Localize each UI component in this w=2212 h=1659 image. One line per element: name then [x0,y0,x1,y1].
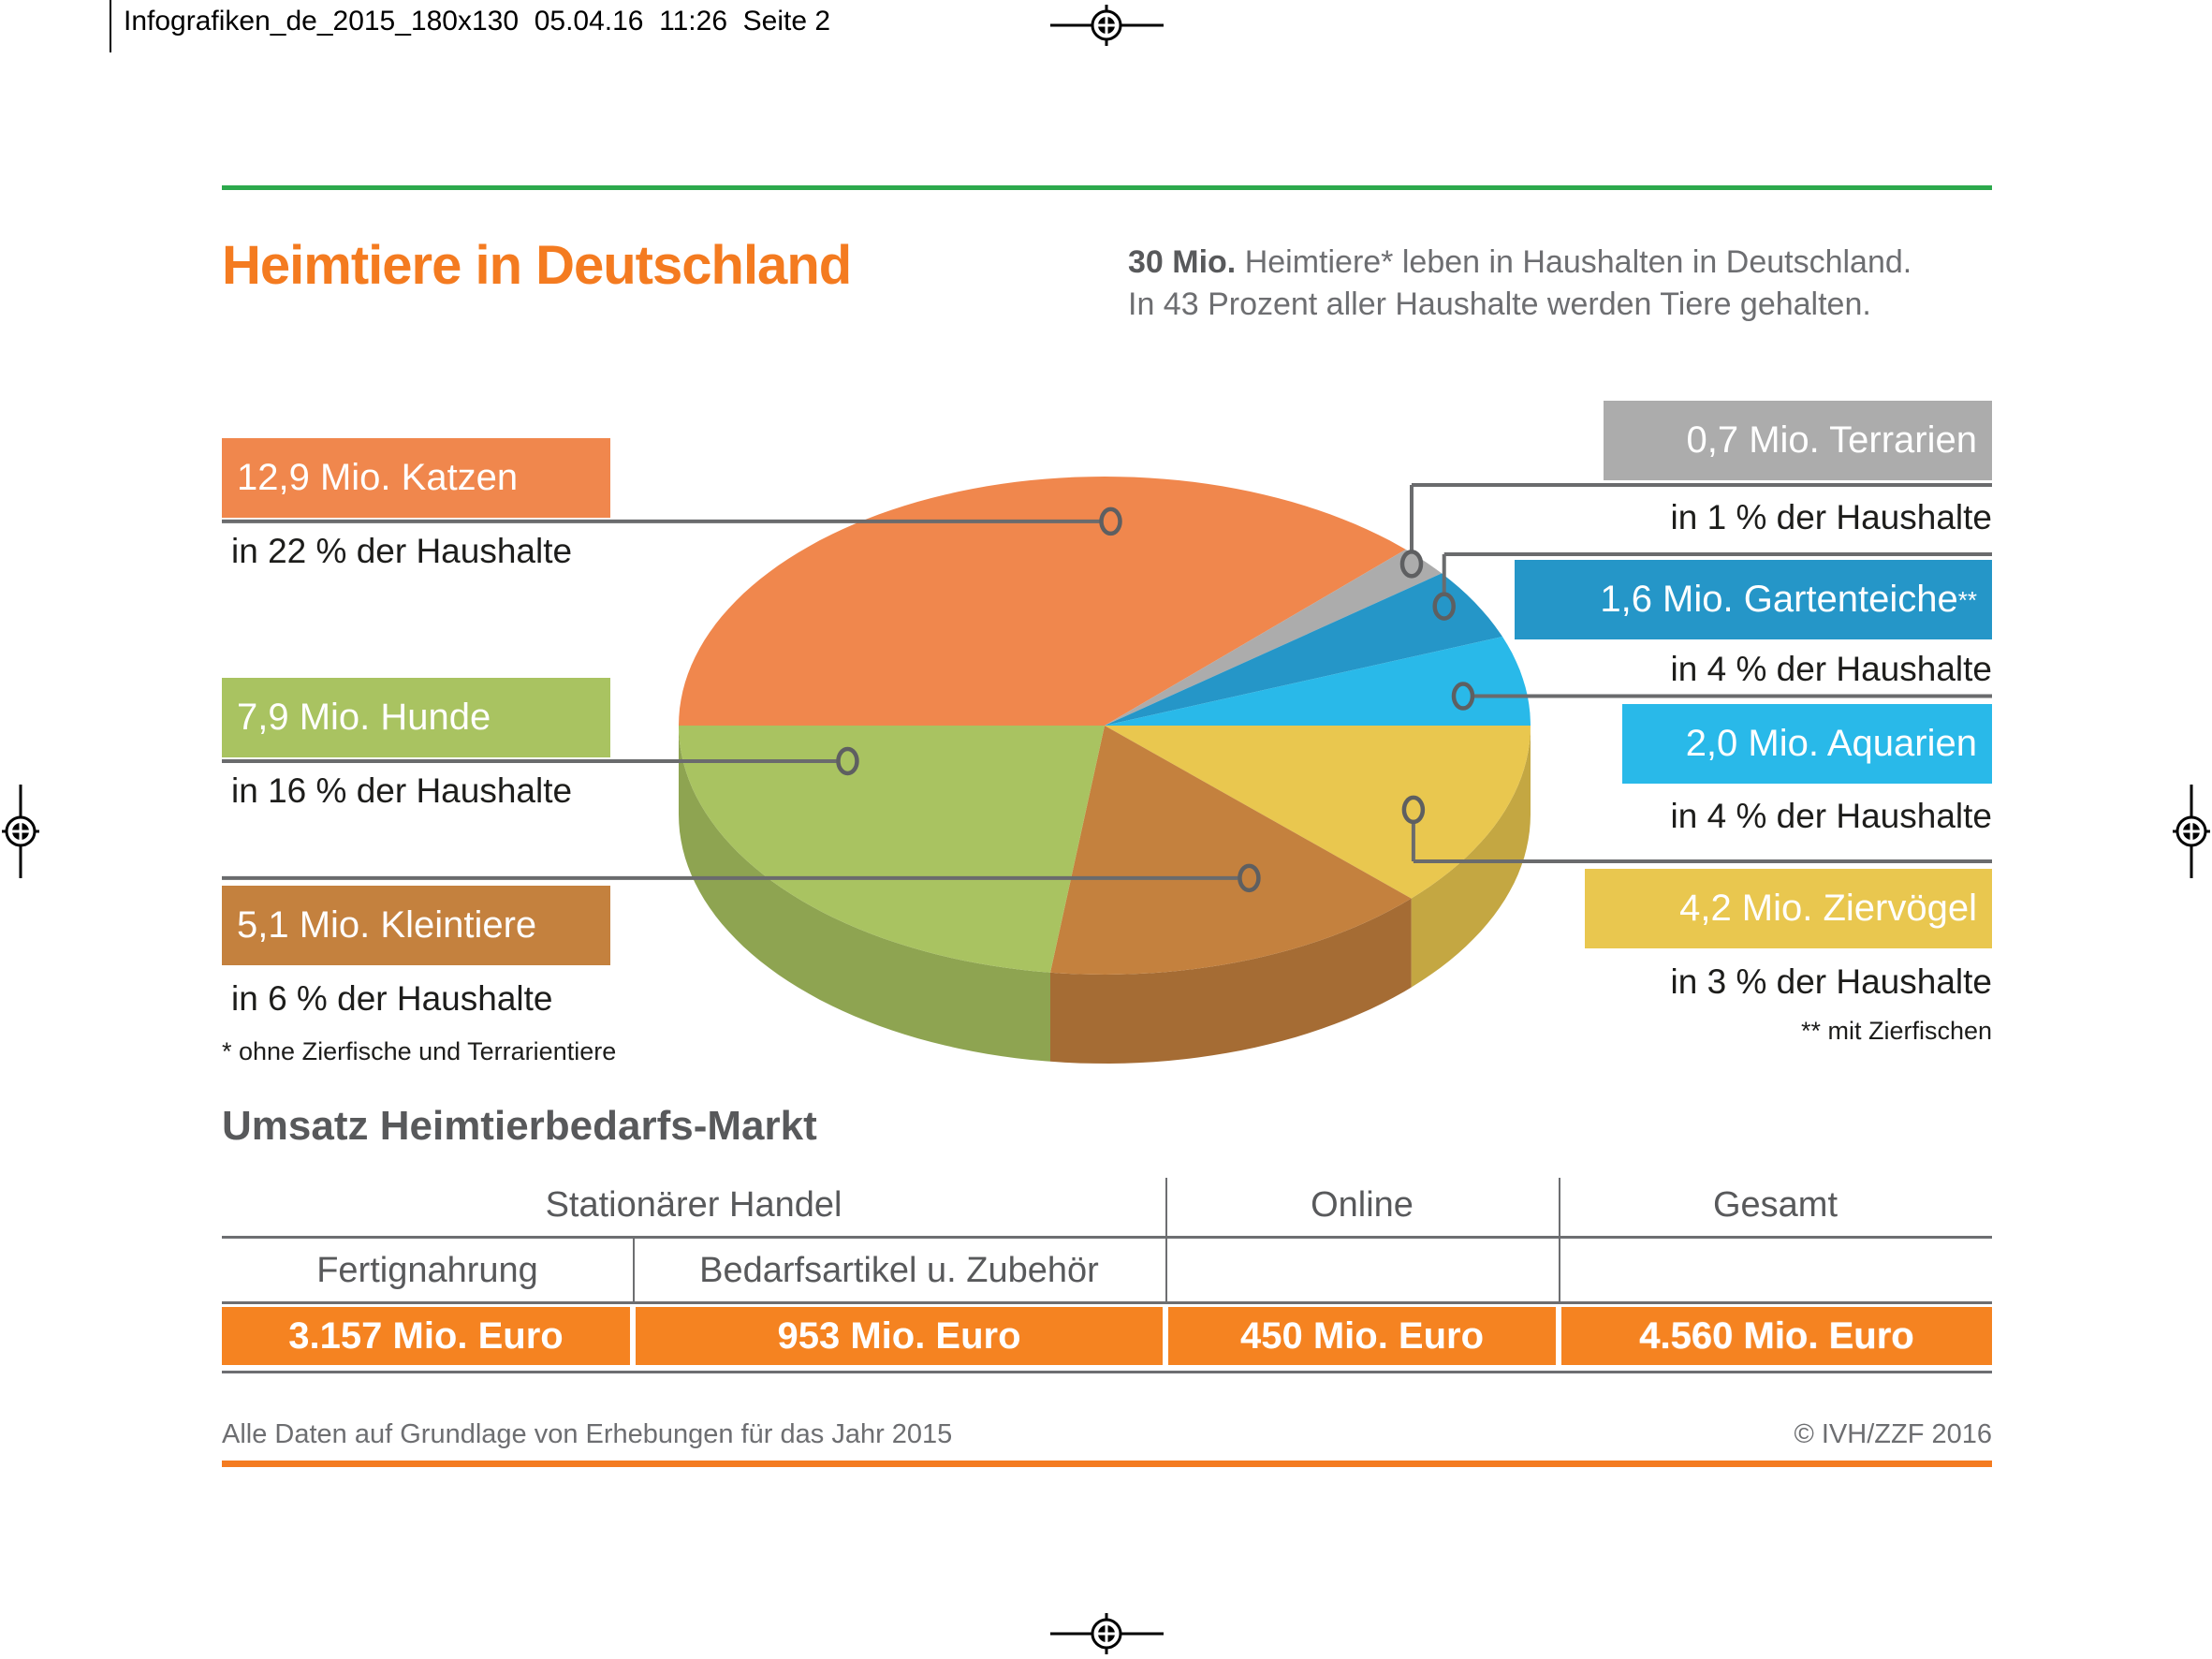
label-gartenteiche-text: 1,6 Mio. Gartenteiche [1600,579,1958,620]
intro-rest: Heimtiere* leben in Haushalten in Deutsc… [1236,244,1912,280]
marker-gartenteiche [1432,592,1456,621]
pie-side-hunde [679,726,1050,1062]
copyright-note: © IVH/ZZF 2016 [1794,1419,1992,1449]
label-hunde-text: 7,9 Mio. Hunde [237,697,491,738]
footnote-right: ** mit Zierfischen [1800,1017,1992,1045]
label-katzen-text: 12,9 Mio. Katzen [237,457,519,498]
label-terrarien: 0,7 Mio. Terrarien [1604,401,1992,480]
label-aquarien: 2,0 Mio. Aquarien [1622,704,1992,784]
registration-mark-left [2,785,39,878]
value-bedarfsartikel: 953 Mio. Euro [636,1307,1163,1365]
crop-tick [110,0,111,52]
header-green-rule [222,185,1992,190]
pie-slice-katzen [679,477,1406,726]
label-katzen: 12,9 Mio. Katzen [222,438,610,518]
table-rule [222,1236,1992,1239]
sub-header-bedarfsartikel: Bedarfsartikel u. Zubehör [699,1251,1099,1290]
pie-slice-kleintiere [1050,726,1412,975]
marker-kleintiere [1238,863,1261,893]
print-slug-line: Infografiken_de_2015_180x130 05.04.16 11… [124,6,831,37]
table-divider [1165,1239,1167,1301]
share-katzen: in 22 % der Haushalte [231,532,573,570]
label-gartenteiche: 1,6 Mio. Gartenteiche ** [1515,560,1992,639]
marker-aquarien [1451,682,1475,711]
value-gesamt: 4.560 Mio. Euro [1561,1307,1992,1365]
share-kleintiere: in 6 % der Haushalte [231,979,553,1018]
col-header-online: Online [1311,1185,1414,1225]
table-divider [1165,1178,1167,1236]
source-note: Alle Daten auf Grundlage von Erhebungen … [222,1419,953,1449]
marker-hunde [836,746,859,776]
share-ziervoegel: in 3 % der Haushalte [1670,962,1992,1001]
table-rule [222,1371,1992,1373]
label-kleintiere: 5,1 Mio. Kleintiere [222,886,610,965]
value-online: 450 Mio. Euro [1168,1307,1556,1365]
share-gartenteiche: in 4 % der Haushalte [1670,650,1992,688]
label-ziervoegel: 4,2 Mio. Ziervögel [1585,869,1992,948]
label-ziervoegel-text: 4,2 Mio. Ziervögel [1679,888,1977,929]
marker-katzen [1099,507,1122,536]
pie-side-ziervoegel [1411,726,1531,988]
registration-mark-right [2173,785,2210,878]
footer-orange-rule [222,1461,1992,1467]
pie-slice-aquarien [1105,637,1531,726]
table-divider [1559,1178,1560,1236]
label-terrarien-text: 0,7 Mio. Terrarien [1686,419,1977,461]
table-divider [1559,1239,1560,1301]
marker-ziervoegel [1401,795,1426,825]
col-header-stationaer: Stationärer Handel [545,1185,842,1225]
share-aquarien: in 4 % der Haushalte [1670,797,1992,835]
intro-line2: In 43 Prozent aller Haushalte werden Tie… [1128,286,1871,322]
pie-slice-gartenteiche [1105,573,1502,726]
label-aquarien-text: 2,0 Mio. Aquarien [1685,723,1977,764]
registration-mark-bottom [1050,1613,1164,1654]
intro-bold: 30 Mio. [1128,244,1237,280]
value-fertignahrung: 3.157 Mio. Euro [222,1307,630,1365]
table-rule [222,1301,1992,1304]
pie-slice-terrarien [1105,549,1443,726]
pie-slice-ziervoegel [1105,726,1531,899]
label-kleintiere-text: 5,1 Mio. Kleintiere [237,904,537,946]
table-divider [633,1239,635,1301]
col-header-gesamt: Gesamt [1712,1185,1838,1225]
share-hunde: in 16 % der Haushalte [231,771,573,810]
pie-side-kleintiere [1050,898,1412,1064]
pie-slice-hunde [679,726,1105,973]
intro-text: 30 Mio. Heimtiere* leben in Haushalten i… [1128,242,2027,326]
registration-mark-top [1050,5,1164,46]
marker-terrarien [1399,550,1424,579]
label-hunde: 7,9 Mio. Hunde [222,678,610,757]
table-title: Umsatz Heimtierbedarfs-Markt [222,1103,817,1149]
page-title: Heimtiere in Deutschland [222,235,852,296]
sub-header-fertignahrung: Fertignahrung [316,1251,538,1290]
share-terrarien: in 1 % der Haushalte [1670,498,1992,536]
footnote-left: * ohne Zierfische und Terrarientiere [222,1037,617,1065]
